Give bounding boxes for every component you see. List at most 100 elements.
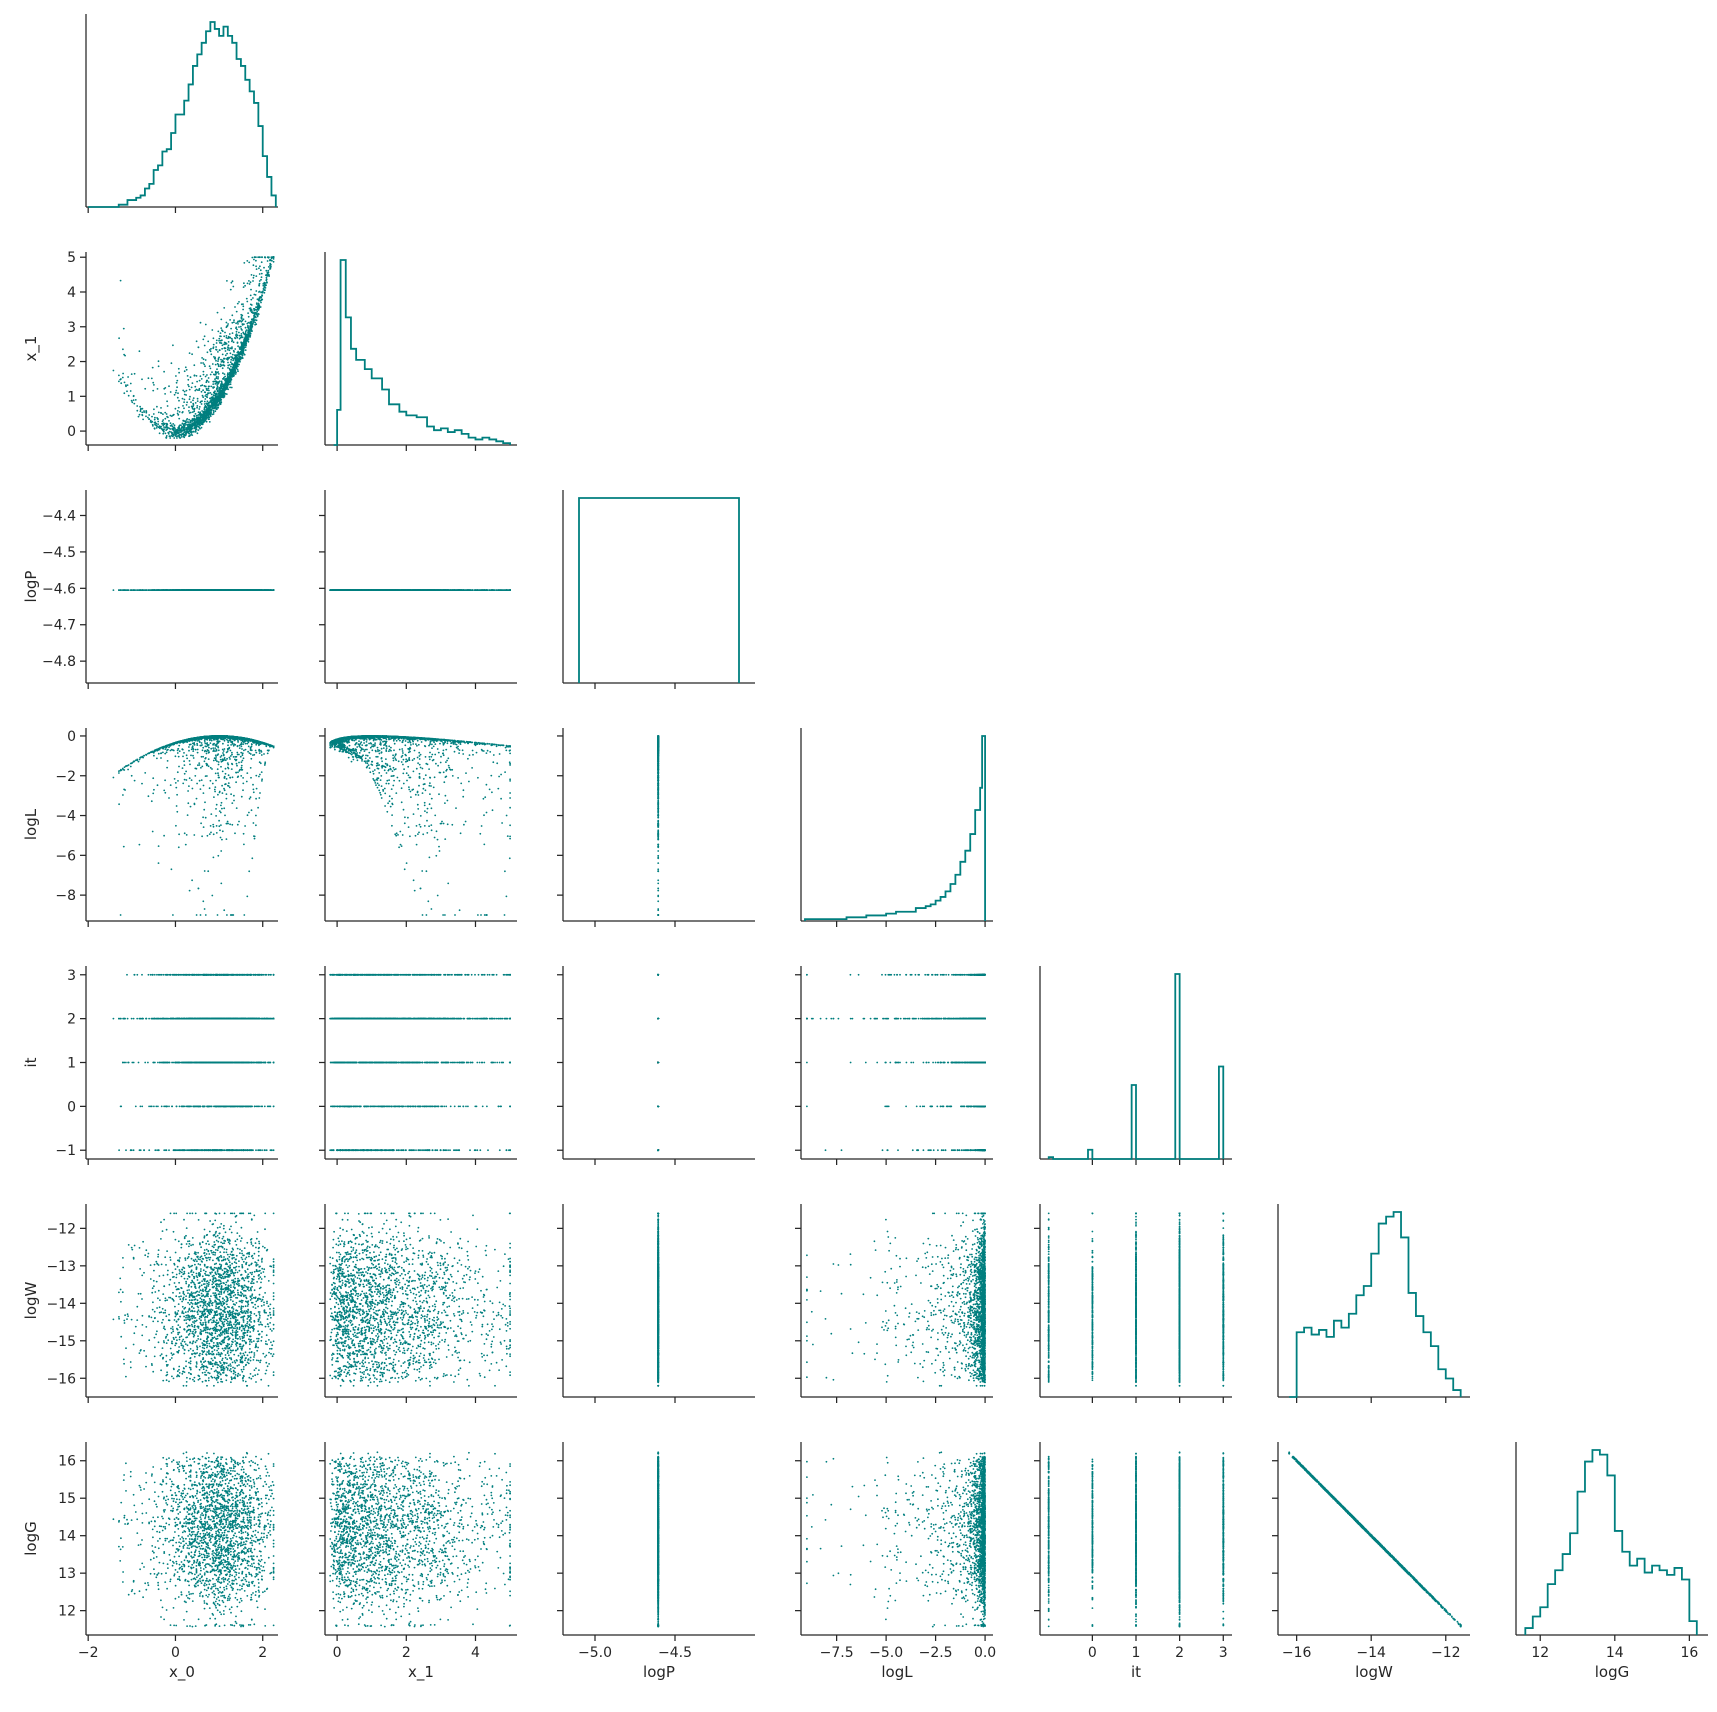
scatter-point <box>189 435 191 437</box>
scatter-point <box>196 407 198 409</box>
scatter-point <box>182 430 184 432</box>
scatter-point <box>189 423 191 425</box>
scatter-point <box>188 410 190 412</box>
scatter-point <box>176 382 178 384</box>
scatter-point <box>217 363 219 365</box>
scatter-point <box>138 416 140 418</box>
scatter-point <box>234 362 236 364</box>
scatter-point <box>263 289 265 291</box>
scatter-point <box>206 396 208 398</box>
scatter-point <box>258 284 260 286</box>
scatter-point <box>231 387 233 389</box>
scatter-point <box>182 398 184 400</box>
scatter-point <box>232 372 234 374</box>
scatter-point <box>202 339 204 341</box>
scatter-point <box>262 292 264 294</box>
scatter-point <box>255 265 257 267</box>
scatter-point <box>204 407 206 409</box>
scatter-point <box>238 364 240 366</box>
scatter-point <box>173 437 175 439</box>
scatter-point <box>256 268 258 270</box>
scatter-point <box>213 413 215 415</box>
scatter-point <box>139 414 141 416</box>
scatter-point <box>189 412 191 414</box>
y-tick-label: 2 <box>67 355 76 371</box>
scatter-point <box>181 433 183 435</box>
scatter-point <box>208 418 210 420</box>
scatter-point <box>258 303 260 305</box>
scatter-point <box>235 370 237 372</box>
scatter-point <box>256 311 258 313</box>
scatter-point <box>256 314 258 316</box>
scatter-point <box>214 383 216 385</box>
scatter-point <box>215 401 217 403</box>
scatter-point <box>222 367 224 369</box>
scatter-point <box>225 354 227 356</box>
scatter-point <box>178 418 180 420</box>
scatter-point <box>245 331 247 333</box>
scatter-point <box>242 320 244 322</box>
scatter-point <box>192 408 194 410</box>
scatter-point <box>167 405 169 407</box>
scatter-point <box>144 388 146 390</box>
scatter-point <box>221 348 223 350</box>
scatter-point <box>200 322 202 324</box>
scatter-point <box>162 433 164 435</box>
scatter-point <box>186 369 188 371</box>
scatter-point <box>223 392 225 394</box>
scatter-point <box>252 312 254 314</box>
scatter-point <box>226 280 228 282</box>
scatter-point <box>216 408 218 410</box>
scatter-point <box>204 419 206 421</box>
scatter-point <box>196 375 198 377</box>
scatter-point <box>210 410 212 412</box>
scatter-point <box>185 366 187 368</box>
scatter-point <box>241 317 243 319</box>
scatter-point <box>214 407 216 409</box>
scatter-point <box>213 344 215 346</box>
scatter-point <box>253 259 255 261</box>
scatter-point <box>231 314 233 316</box>
scatter-point <box>214 410 216 412</box>
scatter-point <box>179 436 181 438</box>
scatter-point <box>186 419 188 421</box>
scatter-point <box>273 258 275 260</box>
scatter-point <box>235 326 237 328</box>
scatter-point <box>191 419 193 421</box>
scatter-point <box>119 379 121 381</box>
scatter-point <box>133 399 135 401</box>
scatter-point <box>200 421 202 423</box>
scatter-point <box>216 340 218 342</box>
scatter-point <box>128 395 130 397</box>
scatter-point <box>232 286 234 288</box>
scatter-point <box>265 270 267 272</box>
scatter-point <box>169 435 171 437</box>
scatter-point <box>199 406 201 408</box>
scatter-point <box>217 378 219 380</box>
scatter-point <box>220 387 222 389</box>
scatter-point <box>242 336 244 338</box>
scatter-point <box>135 399 137 401</box>
scatter-point <box>134 373 136 375</box>
scatter-point <box>251 274 253 276</box>
scatter-point <box>229 364 231 366</box>
scatter-point <box>168 433 170 435</box>
y-tick-label: 4 <box>67 285 76 301</box>
scatter-point <box>184 370 186 372</box>
scatter-point <box>151 422 153 424</box>
scatter-point <box>247 338 249 340</box>
scatter-point <box>220 364 222 366</box>
scatter-point <box>215 364 217 366</box>
scatter-point <box>241 350 243 352</box>
scatter-point <box>248 316 250 318</box>
scatter-point <box>230 366 232 368</box>
scatter-point <box>177 392 179 394</box>
scatter-point <box>229 333 231 335</box>
scatter-point <box>204 365 206 367</box>
scatter-point <box>187 375 189 377</box>
scatter-point <box>139 406 141 408</box>
scatter-point <box>153 384 155 386</box>
scatter-point <box>237 370 239 372</box>
scatter-point <box>233 367 235 369</box>
scatter-point <box>208 388 210 390</box>
